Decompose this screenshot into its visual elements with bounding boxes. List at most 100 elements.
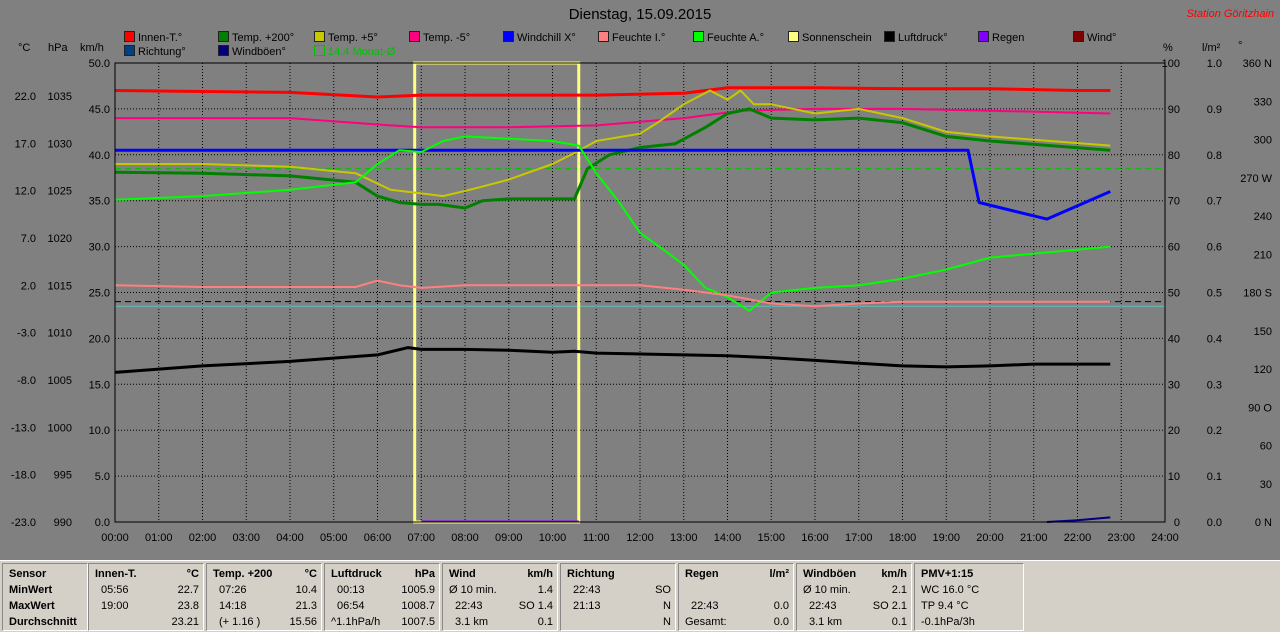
hum-tick-label: 20 bbox=[1168, 425, 1180, 437]
dir-tick-label: 210 bbox=[1254, 249, 1272, 261]
temp200-trend: (+ 1.16 ) bbox=[219, 616, 261, 628]
stats-innen: Innen-T. °C 05:56 22.7 19:00 23.8 23.21 bbox=[88, 563, 204, 631]
legend-swatch bbox=[503, 31, 514, 42]
legend-swatch bbox=[314, 45, 325, 56]
x-tick-label: 13:00 bbox=[670, 532, 698, 544]
stats-luftdruck: Luftdruck hPa 00:13 1005.9 06:54 1008.7 … bbox=[324, 563, 440, 631]
richtung-min-value: SO bbox=[655, 584, 671, 596]
unit-wind: km/h bbox=[80, 42, 104, 54]
station-label: Station Göritzhain bbox=[1186, 8, 1274, 20]
richtung-max-time: 21:13 bbox=[573, 600, 601, 612]
innen-max-time: 19:00 bbox=[101, 600, 129, 612]
rain-tick-label: 0.8 bbox=[1207, 150, 1222, 162]
legend-label: Temp. -5° bbox=[423, 32, 471, 44]
press-tick-label: 1020 bbox=[48, 233, 72, 245]
hum-tick-label: 50 bbox=[1168, 288, 1180, 300]
x-tick-label: 05:00 bbox=[320, 532, 348, 544]
temp-tick-label: -18.0 bbox=[11, 470, 36, 482]
stats-min-label: MinWert bbox=[9, 584, 53, 596]
pmv-windchill: WC 16.0 °C bbox=[921, 584, 980, 596]
rain-tick-label: 0.0 bbox=[1207, 517, 1222, 529]
legend-item: Luftdruck° bbox=[884, 31, 948, 44]
x-tick-label: 24:00 bbox=[1151, 532, 1179, 544]
hum-tick-label: 90 bbox=[1168, 104, 1180, 116]
unit-rain: l/m² bbox=[1202, 42, 1221, 54]
series-feuchte-i- bbox=[114, 279, 1111, 308]
luftdruck-max-value: 1008.7 bbox=[401, 600, 435, 612]
legend-swatch bbox=[218, 31, 229, 42]
pmv-header: PMV+1:15 bbox=[921, 568, 974, 580]
temp-tick-label: 22.0 bbox=[15, 91, 36, 103]
legend-label: Innen-T.° bbox=[138, 32, 183, 44]
wind-avg10-label: Ø 10 min. bbox=[449, 584, 497, 596]
series-temp-200- bbox=[114, 107, 1111, 210]
x-tick-label: 23:00 bbox=[1107, 532, 1135, 544]
innen-avg-value: 23.21 bbox=[171, 616, 199, 628]
legend-label: Richtung° bbox=[138, 46, 186, 58]
unit-dir: ° bbox=[1238, 40, 1243, 52]
dir-tick-label: 180 S bbox=[1243, 288, 1272, 300]
x-tick-label: 16:00 bbox=[801, 532, 829, 544]
x-tick-label: 07:00 bbox=[407, 532, 435, 544]
series-windchill-x- bbox=[115, 148, 1111, 221]
x-tick-label: 08:00 bbox=[451, 532, 479, 544]
legend-item: Sonnenschein bbox=[788, 31, 872, 44]
legend-swatch bbox=[409, 31, 420, 42]
regen-unit: l/m² bbox=[769, 568, 789, 580]
dir-tick-label: 30 bbox=[1260, 479, 1272, 491]
wind-tick-label: 0.0 bbox=[95, 517, 110, 529]
chart-title: Dienstag, 15.09.2015 bbox=[568, 6, 712, 23]
luftdruck-unit: hPa bbox=[414, 568, 435, 580]
series-luftdruck- bbox=[114, 346, 1111, 374]
legend-swatch bbox=[124, 31, 135, 42]
series-lines bbox=[114, 86, 1111, 523]
hum-tick-label: 60 bbox=[1168, 242, 1180, 254]
luftdruck-max-time: 06:54 bbox=[337, 600, 365, 612]
unit-temp: °C bbox=[18, 42, 31, 54]
hum-tick-label: 80 bbox=[1168, 150, 1180, 162]
innen-header: Innen-T. bbox=[95, 568, 137, 580]
legend-label: Windchill X° bbox=[517, 32, 576, 44]
pmv-dewpoint: TP 9.4 °C bbox=[921, 600, 969, 612]
windboeen-max-time: 22:43 bbox=[809, 600, 837, 612]
hum-tick-label: 100 bbox=[1162, 58, 1180, 70]
press-tick-label: 1035 bbox=[48, 91, 72, 103]
rain-tick-label: 0.6 bbox=[1207, 242, 1222, 254]
x-tick-label: 04:00 bbox=[276, 532, 304, 544]
temp200-unit: °C bbox=[304, 568, 317, 580]
plot-frame bbox=[114, 62, 1166, 523]
temp-tick-label: -3.0 bbox=[17, 328, 36, 340]
stats-max-label: MaxWert bbox=[9, 600, 55, 612]
legend-item: Innen-T.° bbox=[124, 31, 182, 44]
legend-swatch bbox=[884, 31, 895, 42]
rain-tick-label: 0.9 bbox=[1207, 104, 1222, 116]
legend-swatch bbox=[124, 45, 135, 56]
legend-label: Temp. +200° bbox=[232, 32, 295, 44]
wind-header: Wind bbox=[449, 568, 476, 580]
press-tick-label: 1010 bbox=[48, 328, 72, 340]
richtung-avg-value: N bbox=[663, 616, 671, 628]
weather-chart: 00:00 01:00 02:00 03:00 04:00 05:00 06:00 07:00… bbox=[11, 58, 1273, 544]
hum-tick-label: 30 bbox=[1168, 379, 1180, 391]
regen-total-label: Gesamt: bbox=[685, 616, 727, 628]
temp-tick-label: 17.0 bbox=[15, 138, 36, 150]
press-tick-label: 1005 bbox=[48, 375, 72, 387]
richtung-max-value: N bbox=[663, 600, 671, 612]
x-tick-label: 18:00 bbox=[889, 532, 917, 544]
luftdruck-avg-value: 1007.5 bbox=[401, 616, 435, 628]
dir-tick-label: 120 bbox=[1254, 364, 1272, 376]
wind-max-time: 22:43 bbox=[455, 600, 483, 612]
series-windb-en- bbox=[1046, 516, 1111, 523]
legend-item: Richtung° bbox=[124, 45, 186, 58]
unit-press: hPa bbox=[48, 42, 68, 54]
dir-tick-label: 0 N bbox=[1255, 517, 1272, 529]
press-tick-label: 995 bbox=[54, 470, 72, 482]
x-tick-label: 11:00 bbox=[583, 532, 610, 544]
legend-label: Regen bbox=[992, 32, 1025, 44]
rain-tick-label: 0.1 bbox=[1207, 471, 1222, 483]
x-tick-label: 02:00 bbox=[189, 532, 217, 544]
windboeen-avg10-label: Ø 10 min. bbox=[803, 584, 851, 596]
temp200-min-time: 07:26 bbox=[219, 584, 247, 596]
wind-tick-label: 25.0 bbox=[89, 288, 110, 300]
temp200-max-time: 14:18 bbox=[219, 600, 247, 612]
